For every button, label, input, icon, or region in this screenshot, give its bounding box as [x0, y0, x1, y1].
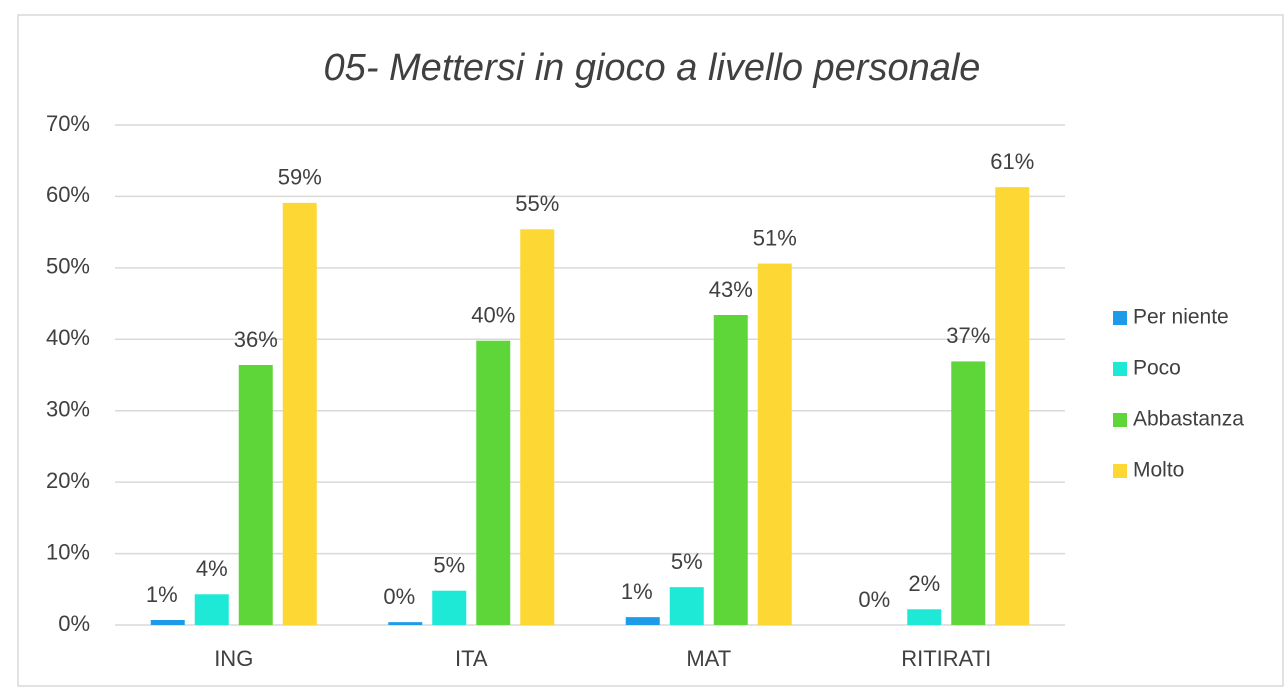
legend-swatch: [1113, 413, 1127, 427]
y-tick-label: 60%: [46, 182, 90, 207]
bar: [907, 609, 942, 625]
data-label: 51%: [753, 225, 797, 250]
data-label: 4%: [196, 556, 228, 581]
bar: [150, 620, 185, 625]
y-tick-label: 0%: [58, 611, 90, 636]
y-tick-label: 30%: [46, 397, 90, 422]
legend-label: Per niente: [1133, 306, 1229, 329]
data-label: 36%: [234, 327, 278, 352]
data-label: 5%: [671, 549, 703, 574]
y-tick-label: 40%: [46, 325, 90, 350]
y-tick-label: 20%: [46, 468, 90, 493]
bar: [432, 590, 467, 625]
x-tick-label: ING: [214, 646, 253, 671]
data-label: 40%: [471, 303, 515, 328]
data-label: 61%: [990, 149, 1034, 174]
y-tick-label: 10%: [46, 539, 90, 564]
data-label: 1%: [146, 582, 178, 607]
chart-title: 05- Mettersi in gioco a livello personal…: [324, 47, 981, 89]
data-label: 2%: [908, 571, 940, 596]
bar: [388, 622, 423, 625]
x-tick-label: RITIRATI: [901, 646, 991, 671]
bar: [757, 263, 792, 625]
legend-label: Poco: [1133, 357, 1181, 380]
chart-border: [17, 14, 1284, 687]
bar: [238, 365, 273, 625]
x-tick-label: MAT: [686, 646, 731, 671]
data-label: 0%: [383, 584, 415, 609]
bar: [625, 617, 660, 625]
bar: [520, 229, 555, 626]
bar: [713, 315, 748, 625]
y-tick-label: 50%: [46, 254, 90, 279]
data-label: 5%: [433, 553, 465, 578]
data-label: 1%: [621, 579, 653, 604]
data-label: 55%: [515, 191, 559, 216]
bar: [951, 361, 986, 625]
bar: [194, 594, 229, 625]
bar: [282, 202, 317, 625]
legend-swatch: [1113, 311, 1127, 325]
data-label: 59%: [278, 165, 322, 190]
bar: [669, 587, 704, 625]
data-label: 43%: [709, 277, 753, 302]
x-tick-label: ITA: [455, 646, 488, 671]
legend-label: Abbastanza: [1133, 408, 1244, 431]
bar: [476, 340, 511, 625]
bar: [995, 187, 1030, 625]
legend-label: Molto: [1133, 459, 1184, 482]
y-tick-label: 70%: [46, 111, 90, 136]
data-label: 37%: [946, 323, 990, 348]
data-label: 0%: [858, 587, 890, 612]
legend-swatch: [1113, 464, 1127, 478]
legend-swatch: [1113, 362, 1127, 376]
